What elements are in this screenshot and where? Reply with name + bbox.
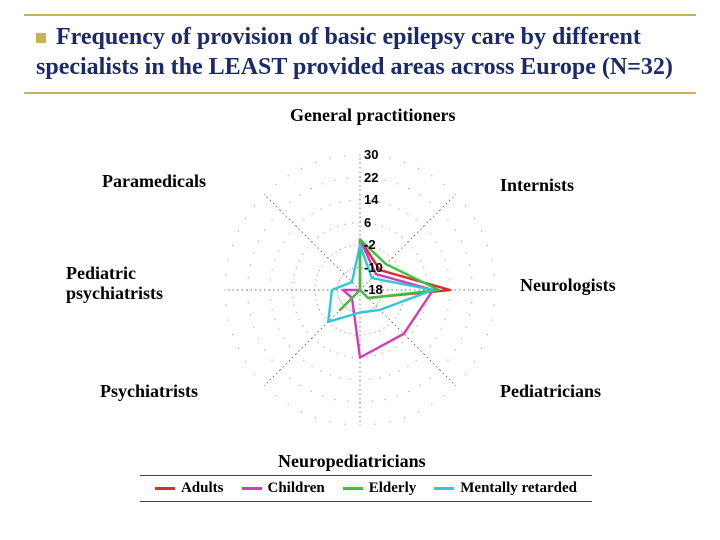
legend-label: Children (268, 480, 325, 497)
scale-tick: 22 (364, 170, 378, 185)
legend-label: Elderly (369, 480, 417, 497)
legend-item: Adults (155, 480, 224, 497)
slide: Frequency of provision of basic epilepsy… (0, 0, 720, 540)
legend-label: Adults (181, 480, 224, 497)
radar-chart: General practitioners Internists Neurologi… (60, 100, 660, 460)
axis-label-4: Neuropediatricians (278, 452, 426, 472)
axis-label-7: Paramedicals (102, 172, 206, 192)
legend-item: Mentally retarded (434, 480, 577, 497)
legend-item: Elderly (343, 480, 417, 497)
title-box: Frequency of provision of basic epilepsy… (24, 14, 696, 94)
scale-tick: -10 (364, 260, 383, 275)
legend-swatch (242, 487, 262, 490)
axis-label-5: Psychiatrists (100, 382, 198, 402)
axis-label-3: Pediatricians (500, 382, 601, 402)
scale-tick: 14 (364, 192, 378, 207)
scale-tick: -18 (364, 282, 383, 297)
series-elderly (340, 239, 439, 310)
axis-label-6: Pediatric psychiatrists (66, 264, 163, 304)
legend-swatch (343, 487, 363, 490)
scale-tick: 6 (364, 215, 371, 230)
legend: Adults Children Elderly Mentally retarded (140, 475, 592, 502)
scale-tick: -2 (364, 237, 376, 252)
slide-title: Frequency of provision of basic epilepsy… (36, 24, 673, 80)
scale-tick: 30 (364, 147, 378, 162)
axis-label-0: General practitioners (290, 106, 455, 126)
axis-label-1: Internists (500, 176, 574, 196)
legend-swatch (155, 487, 175, 490)
legend-item: Children (242, 480, 325, 497)
series-adults (340, 239, 450, 310)
bullet-square (36, 33, 46, 43)
legend-label: Mentally retarded (460, 480, 577, 497)
axis-label-2: Neurologists (520, 276, 616, 296)
legend-swatch (434, 487, 454, 490)
